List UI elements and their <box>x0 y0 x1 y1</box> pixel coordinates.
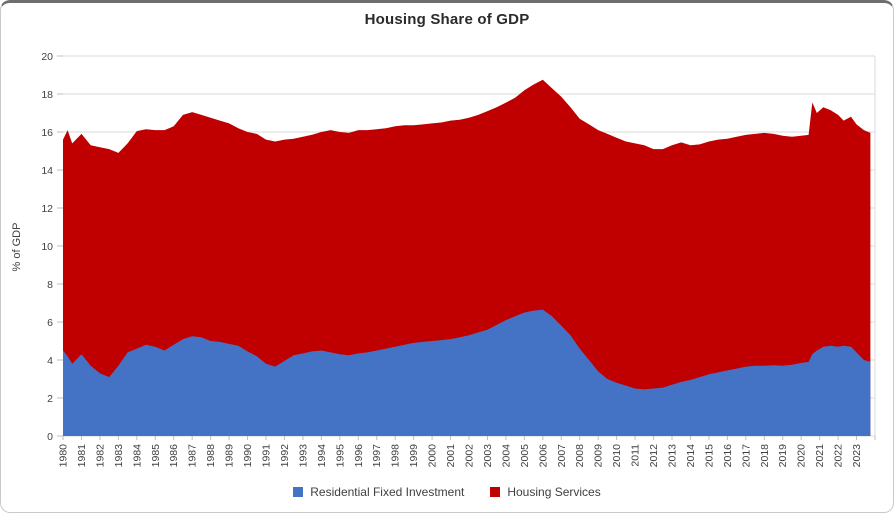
x-tick-label: 2022 <box>833 444 845 468</box>
x-tick-label: 2002 <box>464 444 476 468</box>
x-tick-label: 2016 <box>722 444 734 468</box>
x-tick-label: 1995 <box>334 444 346 468</box>
x-tick-label: 2013 <box>667 444 679 468</box>
x-tick-label: 2007 <box>556 444 568 468</box>
legend-item: Housing Services <box>490 485 601 499</box>
x-tick-label: 2011 <box>630 444 642 467</box>
x-tick-label: 1998 <box>390 444 402 468</box>
x-tick-label: 2020 <box>796 444 808 468</box>
y-tick-label: 10 <box>41 241 53 253</box>
area-residential-fixed-investment <box>63 309 871 436</box>
legend-label: Residential Fixed Investment <box>310 485 465 499</box>
y-tick-label: 2 <box>47 393 53 405</box>
x-tick-label: 2003 <box>482 444 494 468</box>
area-housing-services <box>63 79 871 437</box>
x-tick-label: 1980 <box>58 444 70 468</box>
x-tick-label: 1989 <box>224 444 236 468</box>
y-tick-label: 14 <box>41 165 53 177</box>
x-tick-label: 1983 <box>113 444 125 468</box>
x-tick-label: 1981 <box>76 444 88 468</box>
x-tick-label: 2001 <box>445 444 457 468</box>
x-tick-label: 2005 <box>519 444 531 468</box>
chart-title: Housing Share of GDP <box>364 11 530 28</box>
x-tick-label: 2000 <box>427 444 439 468</box>
y-tick-label: 18 <box>41 89 53 101</box>
x-tick-label: 1986 <box>168 444 180 468</box>
x-tick-label: 2019 <box>777 444 789 468</box>
y-tick-label: 4 <box>47 355 53 367</box>
legend-item: Residential Fixed Investment <box>293 485 464 499</box>
x-tick-label: 1996 <box>353 444 365 468</box>
x-tick-label: 2014 <box>685 444 697 468</box>
x-tick-label: 2021 <box>814 444 826 468</box>
x-tick-label: 1987 <box>187 444 199 468</box>
legend-color-swatch <box>293 487 304 497</box>
plot-area: 0 2 4 6 8 10 12 14 16 18 20 1980 1981 1982 1983 1984 198… <box>41 51 876 468</box>
legend-label: Housing Services <box>507 485 601 499</box>
x-tick-label: 1985 <box>150 444 162 468</box>
x-tick-label: 1991 <box>261 444 273 468</box>
x-tick-label: 1992 <box>279 444 291 468</box>
x-tick-label: 1982 <box>94 444 106 468</box>
x-tick-label: 2004 <box>500 444 512 468</box>
y-tick-label: 16 <box>41 127 53 139</box>
x-tick-label: 1990 <box>242 444 254 468</box>
y-tick-label: 8 <box>47 279 53 291</box>
x-tick-label: 2023 <box>851 444 863 468</box>
x-tick-label: 2009 <box>593 444 605 468</box>
x-tick-label: 1994 <box>316 444 328 468</box>
legend: Residential Fixed Investment Housing Serv… <box>1 485 893 499</box>
x-tick-label: 2006 <box>537 444 549 468</box>
x-tick-label: 2010 <box>611 444 623 468</box>
x-tick-label: 2018 <box>759 444 771 468</box>
y-tick-label: 0 <box>47 431 53 443</box>
y-tick-label: 6 <box>47 317 53 329</box>
x-tick-label: 1993 <box>297 444 309 468</box>
x-tick-label: 2012 <box>648 444 660 468</box>
x-tick-label: 1988 <box>205 444 217 468</box>
x-tick-label: 2017 <box>740 444 752 468</box>
y-tick-label: 20 <box>41 51 53 63</box>
x-tick-label: 1999 <box>408 444 420 468</box>
x-tick-label: 2015 <box>703 444 715 468</box>
y-tick-label: 12 <box>41 203 53 215</box>
x-tick-label: 1997 <box>371 444 383 468</box>
x-tick-label: 2008 <box>574 444 586 468</box>
x-tick-label: 1984 <box>131 444 143 468</box>
legend-color-swatch <box>490 487 501 497</box>
